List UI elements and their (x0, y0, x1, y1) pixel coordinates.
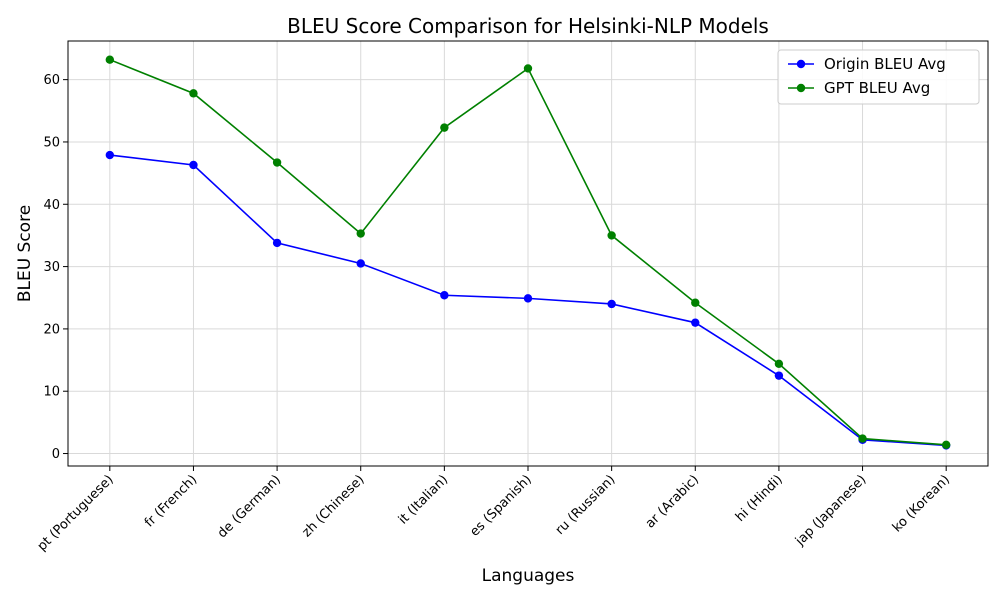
x-tick-label: de (German) (215, 472, 284, 541)
data-point (858, 434, 867, 443)
x-axis-label: Languages (482, 566, 575, 586)
series-layer (105, 55, 951, 450)
x-tick-label: hi (Hindi) (733, 472, 786, 525)
data-point (941, 440, 951, 450)
data-point (105, 55, 115, 64)
axis-ticks: 0 10 20 30 40 50 60 pt (Portuguese) fr (French) d… (35, 73, 953, 554)
series-2 (105, 55, 951, 450)
legend-marker (796, 59, 806, 69)
legend-label: GPT BLEU Avg (824, 79, 930, 97)
y-tick-label: 30 (43, 260, 60, 275)
x-tick-label: it (Italian) (396, 472, 451, 527)
data-point (523, 294, 533, 303)
legend-marker (796, 83, 806, 93)
y-tick-label: 20 (43, 322, 60, 337)
data-point (356, 229, 365, 238)
series-1 (105, 150, 951, 450)
data-point (272, 238, 282, 248)
legend-item: Origin BLEU Avg (788, 55, 946, 73)
data-point (440, 123, 449, 132)
data-point (607, 299, 616, 309)
x-tick-label: ar (Arabic) (643, 472, 702, 531)
data-point (189, 89, 198, 98)
x-tick-label: fr (French) (142, 472, 200, 530)
x-tick-label: ko (Korean) (890, 472, 953, 535)
y-tick-label: 40 (43, 198, 60, 213)
x-tick-label: ru (Russian) (553, 472, 619, 538)
y-axis-label: BLEU Score (15, 205, 35, 302)
grid (68, 41, 988, 466)
data-point (774, 371, 784, 380)
data-point (189, 160, 198, 170)
legend-item: GPT BLEU Avg (788, 79, 930, 97)
legend-box (777, 49, 980, 105)
data-point (440, 291, 449, 300)
chart-title: BLEU Score Comparison for Helsinki-NLP M… (287, 14, 769, 38)
data-point (691, 318, 700, 327)
data-point (356, 259, 365, 268)
y-tick-label: 60 (43, 73, 60, 88)
legend-label: Origin BLEU Avg (824, 55, 946, 73)
data-point (774, 359, 784, 369)
data-point (523, 64, 533, 73)
x-tick-label: es (Spanish) (467, 472, 534, 539)
x-tick-label: pt (Portuguese) (35, 472, 117, 554)
x-tick-label: zh (Chinese) (299, 472, 367, 540)
data-point (105, 150, 115, 160)
y-tick-label: 0 (52, 447, 60, 462)
y-tick-label: 50 (43, 135, 60, 150)
legend: Origin BLEU Avg GPT BLEU Avg (777, 49, 980, 105)
data-point (272, 158, 282, 167)
data-point (607, 231, 616, 240)
data-point (691, 298, 700, 307)
x-tick-label: jap (Japanese) (792, 472, 869, 549)
y-tick-label: 10 (43, 385, 60, 400)
